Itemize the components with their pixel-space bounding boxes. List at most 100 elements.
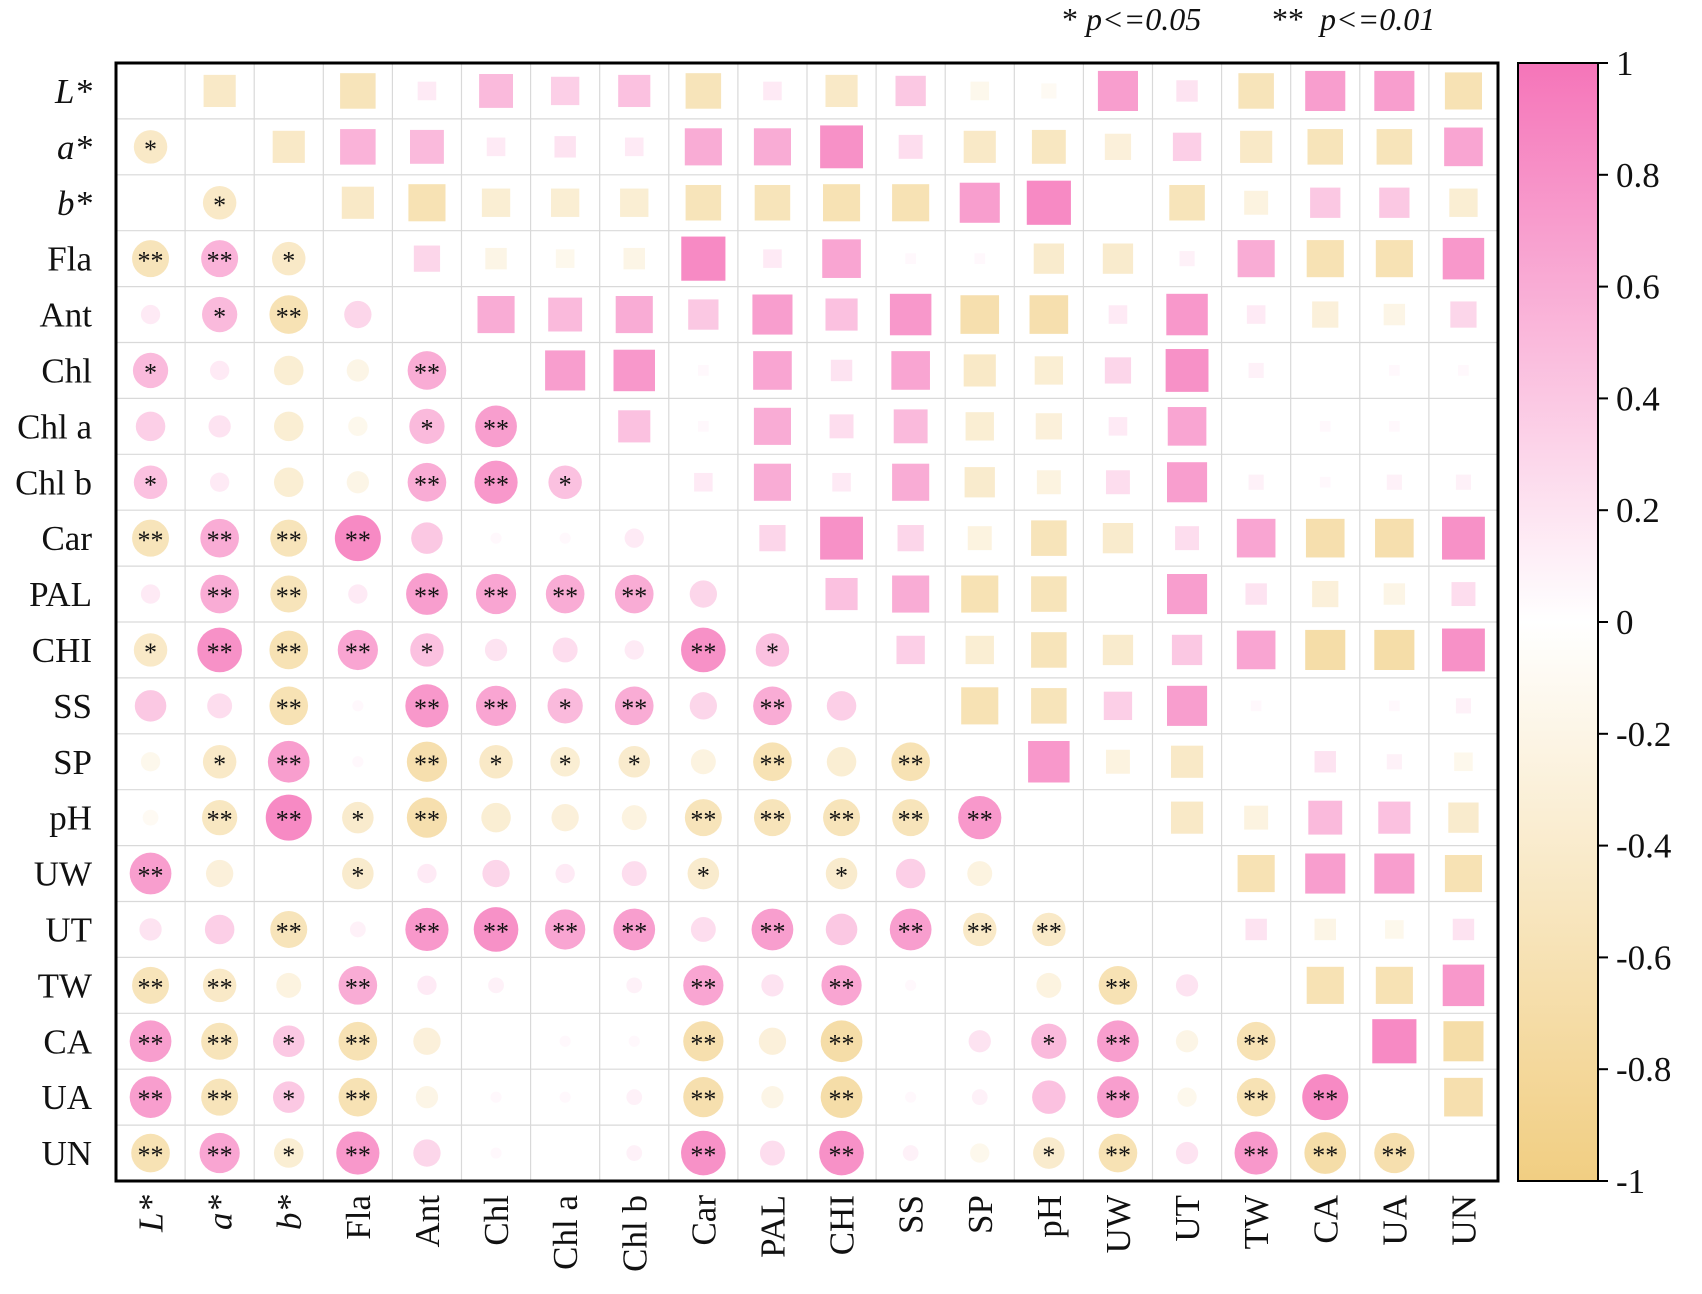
corr-circle-ua-fla bbox=[338, 1077, 378, 1117]
corr-circle-sp-pal bbox=[753, 742, 792, 782]
corr-circle-tw-ss bbox=[905, 979, 917, 991]
corr-square-fla-ant bbox=[413, 245, 441, 272]
significance-mark: ** bbox=[690, 806, 716, 835]
y-label-uw: UW bbox=[34, 855, 92, 894]
corr-circle-tw-ut bbox=[1175, 974, 1199, 997]
corr-square-ss-uw bbox=[1103, 691, 1133, 721]
corr-circle-chl-b-ant bbox=[407, 462, 447, 502]
corr-square-a-star-sp bbox=[963, 130, 996, 163]
corr-square-chl-sp bbox=[963, 354, 996, 387]
significance-mark: * bbox=[420, 414, 433, 443]
colorbar-tick-label: -1 bbox=[1616, 1162, 1645, 1201]
x-label-ss: SS bbox=[892, 1195, 931, 1234]
corr-square-chi-sp bbox=[965, 635, 994, 665]
corr-circle-car-fla bbox=[334, 515, 381, 562]
significance-mark: * bbox=[144, 638, 157, 667]
significance-mark: * bbox=[351, 862, 364, 891]
significance-stars: **** ** ** *** *** *** ** ** *** ** ** **** ** ** ** **… bbox=[138, 135, 1408, 1170]
y-label-chl: Chl bbox=[41, 351, 92, 390]
corr-square-ph-tw bbox=[1244, 805, 1269, 830]
significance-mark: ** bbox=[690, 1029, 716, 1058]
colorbar-ticks: 1 0.8 0.6 0.4 0.2 0 -0.2 -0.4 -0.6 -0.8 -1 bbox=[1598, 44, 1671, 1201]
significance-mark: * bbox=[628, 750, 641, 779]
significance-mark: ** bbox=[690, 1141, 716, 1170]
significance-mark: ** bbox=[483, 582, 509, 611]
corr-circle-car-chl bbox=[490, 532, 502, 544]
corr-circle-car-b-star bbox=[270, 519, 308, 557]
corr-circle-ua-ant bbox=[415, 1085, 439, 1109]
significance-mark: * bbox=[144, 358, 157, 387]
corr-square-sp-ut bbox=[1170, 745, 1204, 778]
significance-mark: * bbox=[144, 470, 157, 499]
corr-square-chl-ut bbox=[1165, 349, 1209, 392]
corr-circle-ss-chl-a bbox=[547, 688, 583, 724]
significance-mark: ** bbox=[621, 694, 647, 723]
colorbar-tick-label: 0.8 bbox=[1616, 156, 1660, 195]
x-label-car: Car bbox=[684, 1195, 723, 1246]
significance-mark: * bbox=[282, 1029, 295, 1058]
corr-circle-ss-fla bbox=[352, 700, 364, 712]
significance-mark: ** bbox=[690, 1085, 716, 1114]
corr-square-ph-ca bbox=[1308, 800, 1343, 835]
corr-square-a-star-ph bbox=[1031, 129, 1066, 164]
corr-circle-uw-sp bbox=[967, 861, 993, 887]
significance-mark: ** bbox=[276, 806, 302, 835]
significance-mark: ** bbox=[207, 1085, 233, 1114]
significance-mark: * bbox=[213, 191, 226, 220]
x-label-chl: Chl bbox=[477, 1195, 516, 1246]
corr-square-b-star-chl-b bbox=[620, 188, 649, 217]
corr-square-b-star-ant bbox=[408, 184, 446, 222]
corr-circle-tw-chl-b bbox=[626, 977, 643, 994]
y-label-ca: CA bbox=[43, 1022, 92, 1061]
corr-circle-tw-chi bbox=[821, 965, 862, 1006]
corr-circle-ss-pal bbox=[753, 686, 792, 726]
heatmap-cells bbox=[129, 70, 1485, 1176]
significance-mark: ** bbox=[1105, 973, 1131, 1002]
corr-circle-ph-b-star bbox=[265, 794, 312, 841]
corr-circle-ut-ph bbox=[1032, 912, 1066, 947]
corr-square-fla-chl bbox=[485, 247, 507, 270]
significance-mark: ** bbox=[138, 247, 164, 276]
corr-circle-chi-chl bbox=[484, 638, 508, 662]
corr-square-chl-chl-a bbox=[545, 350, 586, 391]
corr-circle-chl-a-star bbox=[209, 360, 230, 381]
corr-square-car-uw bbox=[1102, 523, 1134, 554]
corr-square-pal-chi bbox=[825, 577, 858, 611]
corr-square-b-star-ua bbox=[1379, 187, 1410, 218]
significance-mark: ** bbox=[1312, 1085, 1338, 1114]
corr-circle-ca-b-star bbox=[272, 1025, 305, 1058]
corr-circle-ca-chl-a bbox=[559, 1035, 571, 1047]
x-label-pal: PAL bbox=[753, 1195, 792, 1258]
y-label-a-star: a* bbox=[57, 128, 93, 167]
corr-circle-ss-b-star bbox=[269, 686, 309, 726]
corr-circle-tw-pal bbox=[761, 974, 784, 997]
corr-square-chl-b-chi bbox=[832, 472, 851, 492]
colorbar-tick-label: 0.2 bbox=[1616, 491, 1660, 530]
corr-circle-sp-car bbox=[690, 749, 716, 775]
corr-circle-ua-tw bbox=[1236, 1077, 1276, 1117]
corr-circle-uw-car bbox=[687, 857, 720, 890]
corr-circle-un-a-star bbox=[199, 1132, 240, 1174]
colorbar-tick-label: -0.4 bbox=[1616, 827, 1671, 866]
corr-circle-fla-b-star bbox=[272, 241, 306, 276]
corr-circle-b-star-a-star bbox=[202, 186, 237, 220]
corr-circle-un-ua bbox=[1374, 1132, 1415, 1174]
corr-square-fla-chi bbox=[822, 239, 861, 278]
corr-square-chl-chi bbox=[830, 359, 853, 382]
significance-mark: ** bbox=[276, 526, 302, 555]
significance-mark: ** bbox=[483, 917, 509, 946]
corr-square-ant-un bbox=[1450, 301, 1477, 328]
significance-mark: ** bbox=[345, 973, 371, 1002]
y-label-tw: TW bbox=[38, 966, 92, 1005]
corr-circle-ss-a-star bbox=[207, 693, 233, 719]
corr-square-a-star-chl-b bbox=[624, 137, 644, 157]
significance-mark: * bbox=[282, 247, 295, 276]
corr-square-l-star-ant bbox=[417, 81, 437, 101]
corr-circle-chl-b-chl-a bbox=[548, 465, 582, 499]
corr-square-l-star-ut bbox=[1176, 80, 1198, 102]
corr-circle-sp-fla bbox=[352, 756, 364, 768]
corr-circle-uw-chl bbox=[482, 859, 510, 888]
x-label-b-star: b* bbox=[270, 1195, 309, 1231]
significance-mark: ** bbox=[1381, 1141, 1407, 1170]
corr-square-ant-ss bbox=[889, 293, 932, 336]
